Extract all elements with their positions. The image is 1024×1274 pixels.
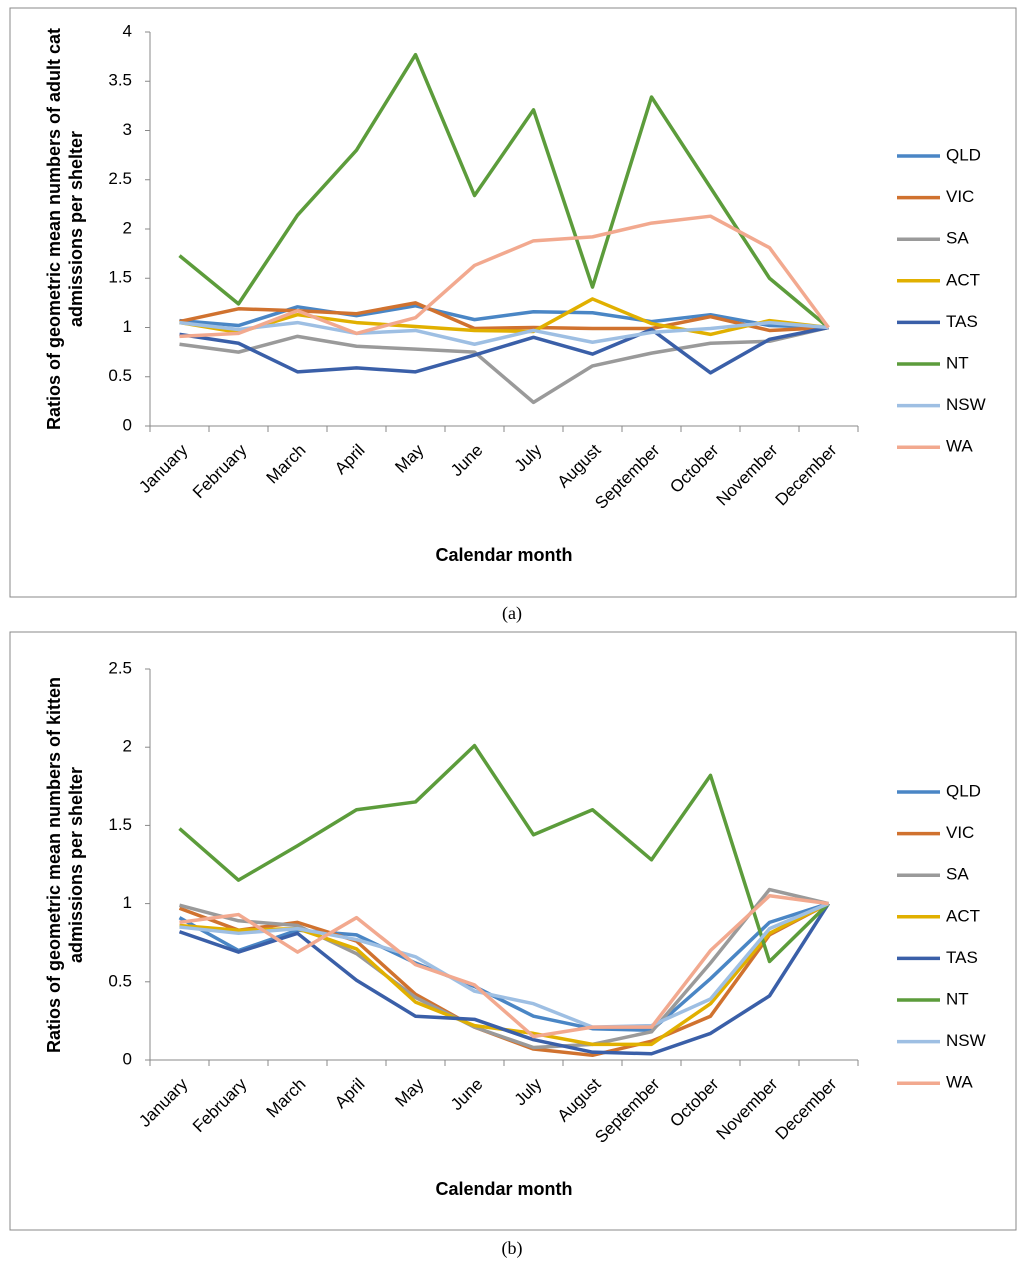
y-tick-label: 2.5 [108,658,132,677]
y-tick-label: 1 [123,893,132,912]
y-tick-label: 2 [123,737,132,756]
x-tick-label: October [666,440,722,496]
legend-label: NT [946,353,969,372]
caption: (a) [502,603,522,624]
x-tick-label: July [511,1074,546,1109]
series-line [179,901,830,1029]
series-line [179,301,829,333]
x-tick-label: January [135,440,192,497]
legend-label: ACT [946,906,980,925]
x-tick-label: May [391,440,427,476]
y-tick-label: 2.5 [108,169,132,188]
x-axis-title: Calendar month [435,1179,572,1199]
x-tick-label: January [135,1074,192,1131]
series-line [179,297,829,337]
chart-frame [9,631,1017,1231]
series-line [178,52,830,329]
legend-label: NSW [946,1031,986,1050]
x-tick-label: April [331,441,368,478]
y-tick-label: 1.5 [108,815,132,834]
series-line [179,325,829,375]
legend-label: QLD [946,781,981,800]
series-line [179,887,829,1050]
series-line [178,743,830,964]
y-tick-label: 0.5 [108,971,132,990]
x-tick-label: March [263,441,310,488]
y-axis-title: admissions per shelter [66,131,86,327]
legend-label: TAS [946,312,978,331]
y-tick-label: 3 [123,120,132,139]
y-tick-label: 1.5 [108,268,132,287]
x-tick-label: July [511,440,546,475]
series-line [179,320,829,346]
y-axis-title: Ratios of geometric mean numbers of kitt… [44,677,64,1053]
series-line [178,901,830,1033]
x-axis-title: Calendar month [435,545,572,565]
x-tick-label: September [591,1074,663,1146]
legend-label: VIC [946,823,974,842]
legend-label: NT [946,989,969,1008]
series-line [179,894,829,1039]
y-tick-label: 4 [123,21,132,40]
y-tick-label: 0 [123,415,132,434]
x-tick-label: April [331,1075,368,1112]
x-tick-label: March [263,1075,310,1122]
x-tick-label: November [713,440,782,509]
legend-label: SA [946,865,969,884]
y-tick-label: 3.5 [108,71,132,90]
x-tick-label: May [391,1074,427,1110]
legend-label: NSW [946,395,986,414]
x-tick-label: December [772,440,841,509]
legend-label: QLD [946,145,981,164]
series-line [179,214,830,339]
series-line [178,902,830,1056]
legend-label: WA [946,1073,973,1092]
y-tick-label: 1 [123,317,132,336]
legend-label: WA [946,437,973,456]
chart-frame [9,7,1017,598]
x-tick-label: February [189,440,251,502]
series-line [179,325,829,405]
legend-label: ACT [946,270,980,289]
x-tick-label: August [554,440,605,491]
legend-label: TAS [946,948,978,967]
x-tick-label: August [554,1074,605,1125]
x-tick-label: September [591,440,663,512]
y-axis-title: Ratios of geometric mean numbers of adul… [44,28,64,430]
x-tick-label: December [772,1074,841,1143]
x-tick-label: June [447,441,487,481]
y-tick-label: 0.5 [108,366,132,385]
y-axis-title: admissions per shelter [66,767,86,963]
x-tick-label: October [666,1074,722,1130]
x-tick-label: June [447,1075,487,1115]
y-tick-label: 2 [123,218,132,237]
x-tick-label: February [189,1074,251,1136]
x-tick-label: November [713,1074,782,1143]
caption: (b) [502,1238,523,1259]
y-tick-label: 0 [123,1049,132,1068]
legend-label: SA [946,229,969,248]
legend-label: VIC [946,187,974,206]
